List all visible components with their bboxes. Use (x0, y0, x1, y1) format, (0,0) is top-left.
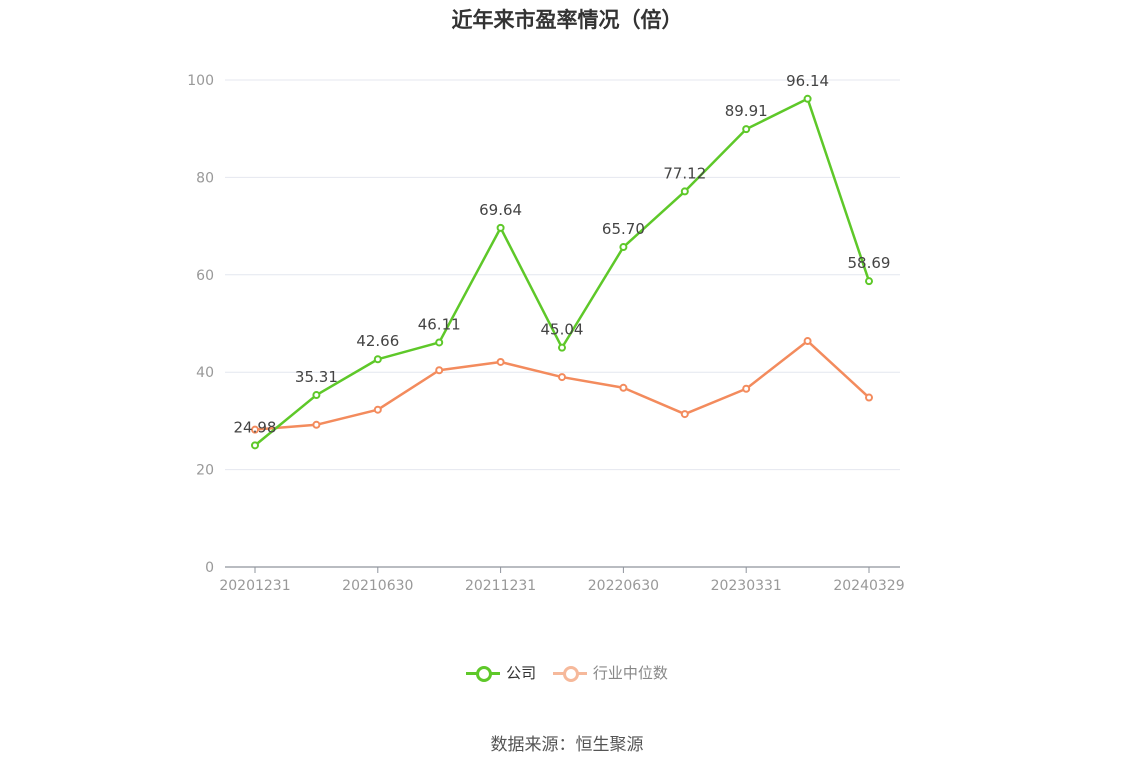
data-label-company-20211231: 69.64 (479, 201, 522, 219)
data-point-company-20230930 (803, 94, 812, 103)
data-point-company-20210930 (435, 338, 444, 347)
data-point-industry-20240329 (865, 393, 873, 402)
legend-item-company[interactable]: 公司 (466, 662, 536, 683)
x-tick-label-20201231: 20201231 (219, 578, 290, 594)
data-point-industry-20201231 (251, 425, 259, 434)
data-point-company-20210630 (373, 355, 382, 364)
data-point-industry-20210930 (435, 366, 444, 375)
data-point-company-20201231 (251, 441, 259, 450)
y-tick-label-60: 60 (196, 268, 214, 284)
line-chart: 0 20 40 60 80 100 20201231 20210630 20211231 2022… (187, 72, 904, 594)
legend: 公司 行业中位数 (0, 662, 1134, 685)
legend-item-industry-median[interactable]: 行业中位数 (552, 662, 668, 683)
data-point-industry-20210630 (373, 405, 382, 414)
axes: 0 20 40 60 80 100 20201231 20210630 20211231 2022… (187, 73, 904, 594)
data-label-company-20220331: 45.04 (541, 321, 584, 339)
data-label-company-20230930: 96.14 (786, 72, 829, 90)
data-labels: 24.98 35.31 42.66 46.11 69.64 45.04 65.70 77.12… (234, 72, 891, 437)
data-point-industry-20210331 (312, 420, 321, 429)
data-point-company-20220630 (619, 243, 628, 252)
x-tick-label-20220630: 20220630 (588, 578, 659, 594)
data-label-company-20210930: 46.11 (418, 315, 461, 333)
data-label-company-20210630: 42.66 (356, 332, 399, 350)
data-point-industry-20220930 (680, 410, 689, 419)
data-label-company-20230331: 89.91 (725, 102, 768, 120)
gridlines (225, 79, 900, 471)
data-label-company-20240329: 58.69 (848, 254, 891, 272)
y-tick-label-40: 40 (196, 365, 214, 381)
data-point-company-20230331 (742, 125, 751, 134)
legend-swatch-company (466, 665, 501, 682)
series (251, 94, 873, 450)
series-line-company (254, 97, 871, 447)
data-point-industry-20230930 (803, 337, 812, 346)
data-label-company-20201231: 24.98 (234, 418, 277, 436)
data-source: 数据来源：恒生聚源 (490, 735, 644, 755)
series-line-industry-median (254, 339, 870, 431)
legend-swatch-industry (552, 665, 587, 682)
x-tick-label-20211231: 20211231 (465, 578, 536, 594)
y-tick-label-80: 80 (196, 170, 214, 186)
legend-label-company: 公司 (506, 664, 537, 682)
data-point-company-20211231 (496, 223, 505, 232)
y-tick-label-20: 20 (196, 463, 214, 479)
data-point-company-20210331 (312, 391, 321, 400)
data-label-company-20220630: 65.70 (602, 220, 645, 238)
data-label-company-20220930: 77.12 (663, 164, 706, 182)
legend-label-industry-median: 行业中位数 (592, 664, 668, 682)
data-point-industry-20211231 (496, 357, 505, 366)
x-tick-label-20230331: 20230331 (711, 578, 782, 594)
data-point-company-20240329 (865, 277, 873, 286)
data-label-company-20210331: 35.31 (295, 368, 338, 386)
data-point-industry-20230331 (742, 384, 751, 393)
data-point-industry-20220331 (558, 373, 566, 382)
chart-title: 近年来市盈率情况（倍） (451, 8, 683, 32)
data-point-company-20220331 (558, 343, 566, 352)
y-tick-label-100: 100 (187, 73, 214, 89)
data-point-company-20220930 (680, 187, 689, 196)
x-tick-label-20240329: 20240329 (833, 578, 904, 594)
y-tick-label-0: 0 (205, 560, 214, 576)
x-tick-label-20210630: 20210630 (342, 578, 413, 594)
data-point-industry-20220630 (619, 383, 628, 392)
